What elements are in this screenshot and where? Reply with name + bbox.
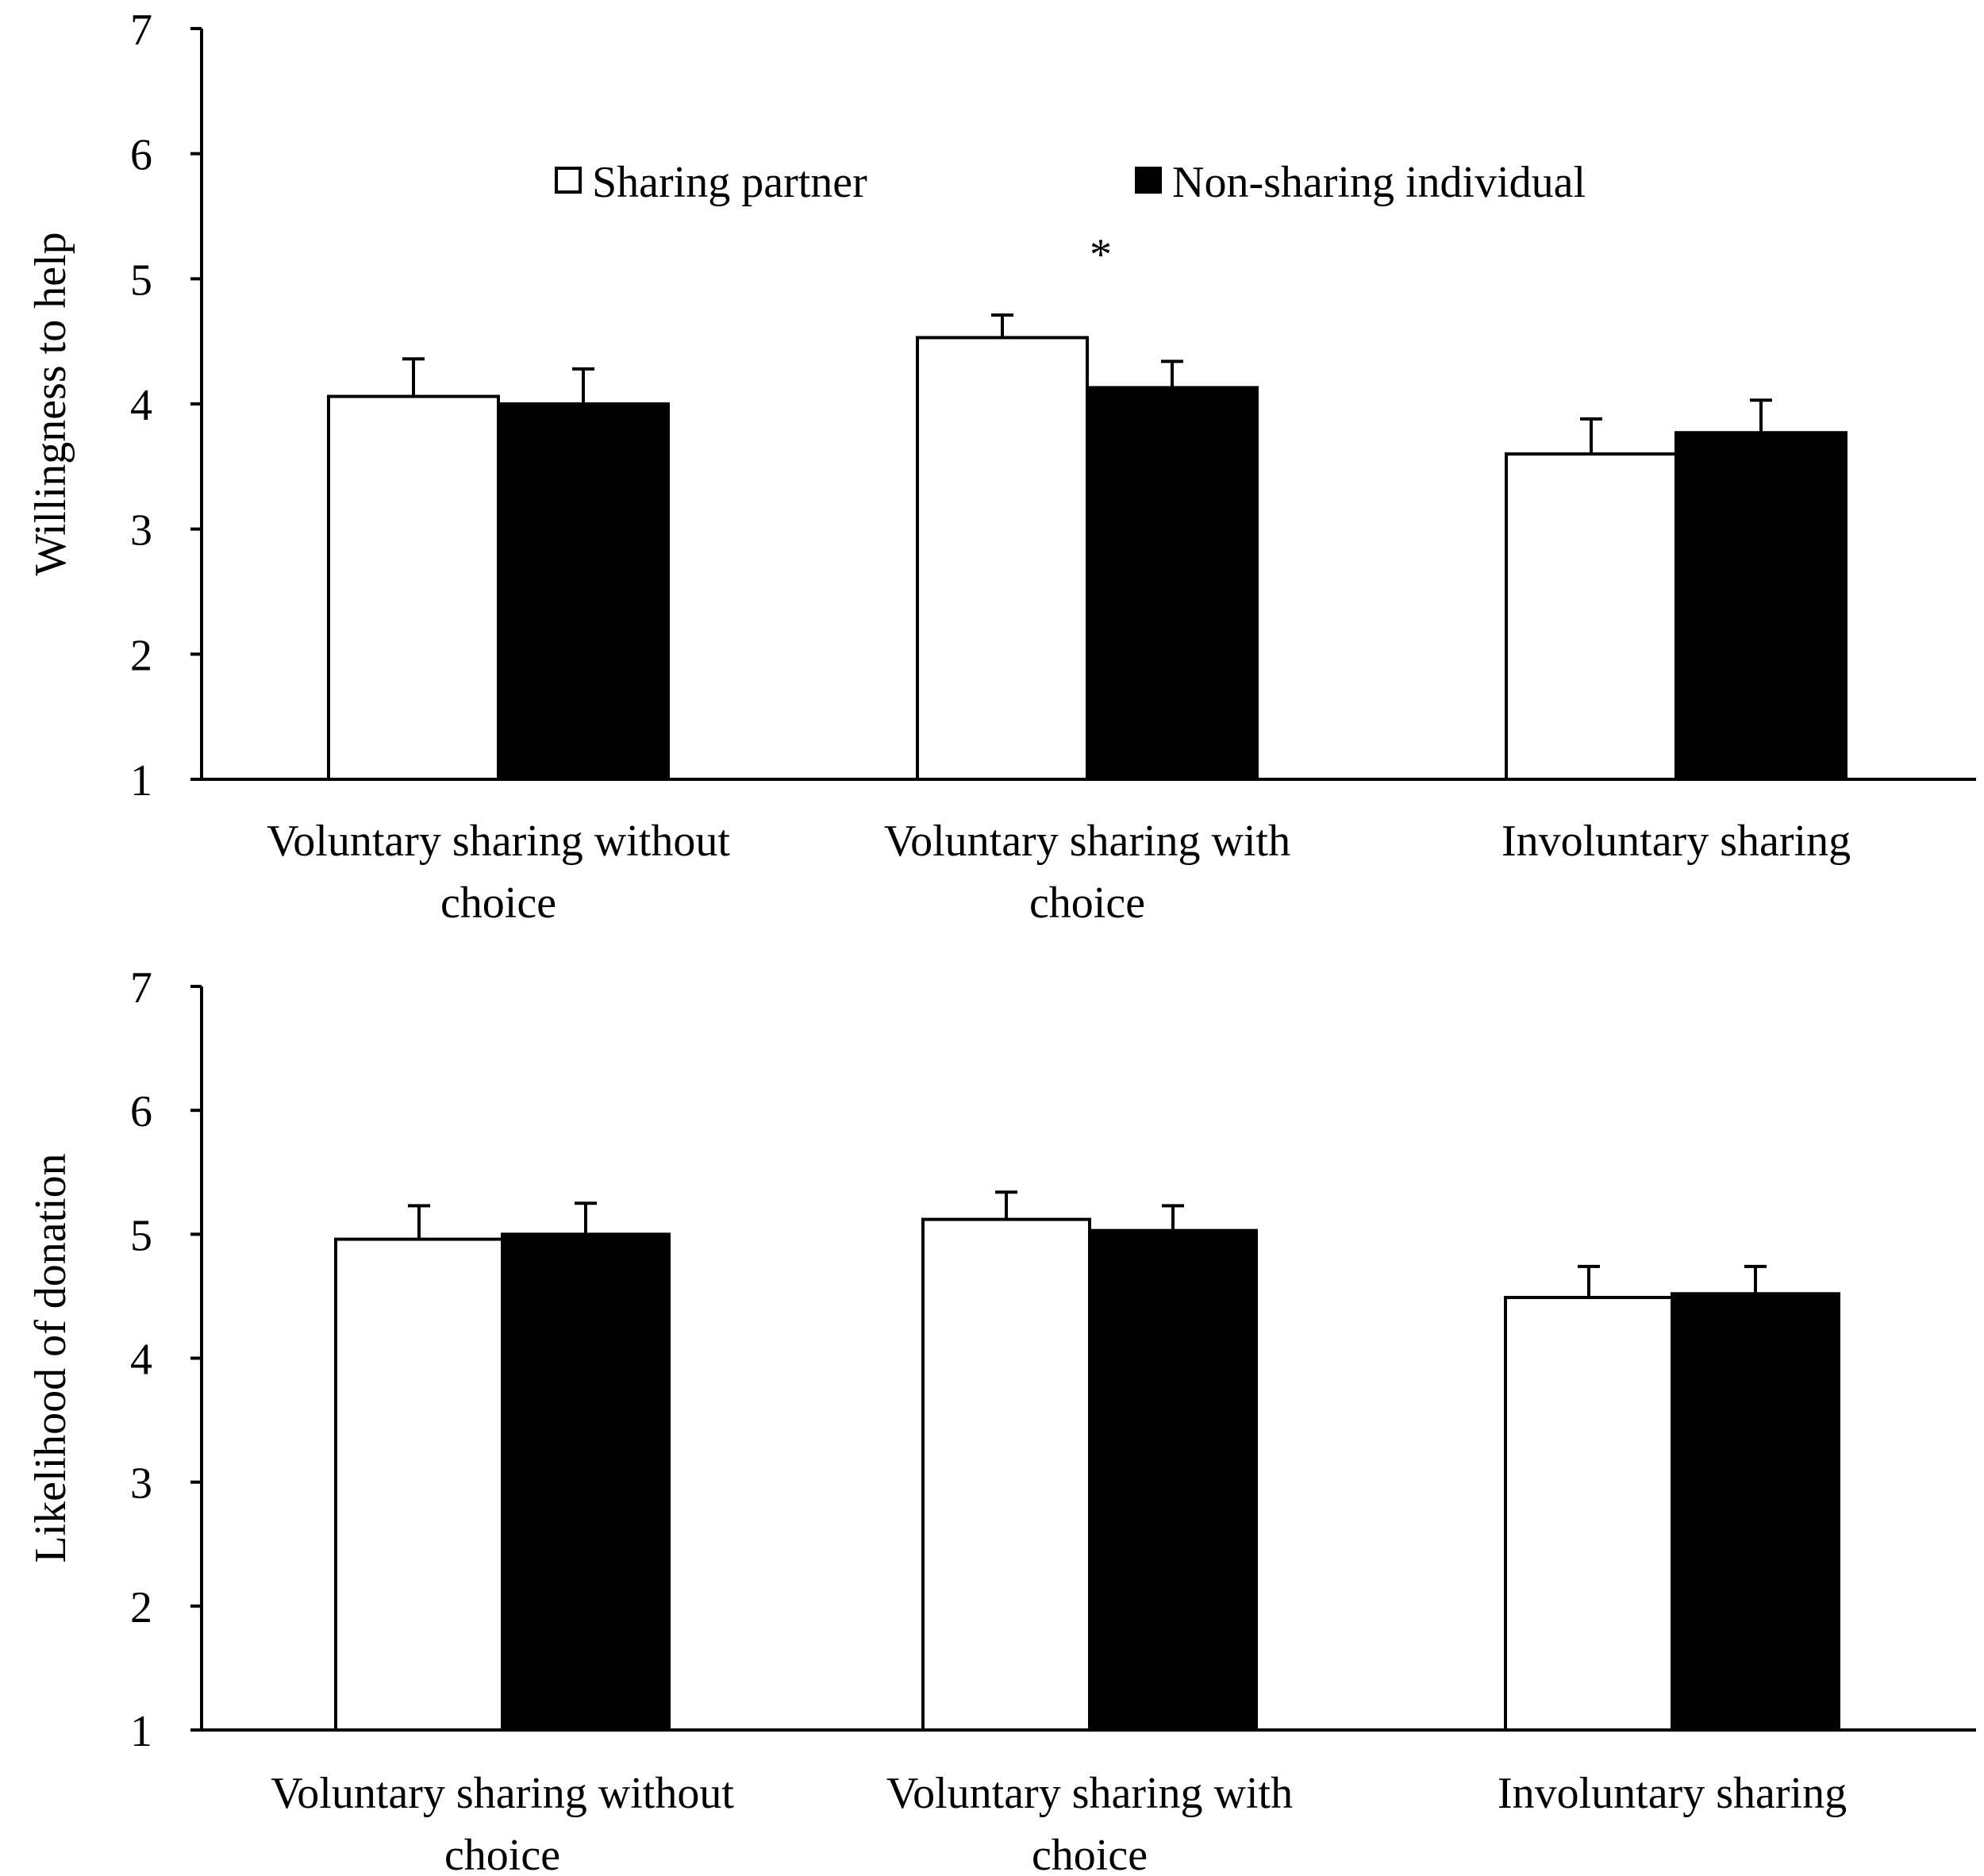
legend-swatch-sharing-partner xyxy=(555,167,582,194)
bar-sharing-partner xyxy=(327,394,500,781)
legend-label-non-sharing-individual: Non-sharing individual xyxy=(1172,158,1586,207)
category-label: Involuntary sharing xyxy=(1501,817,1851,866)
y-tick-label: 3 xyxy=(130,1459,152,1509)
y-tick-label: 1 xyxy=(130,756,152,805)
bar-sharing-partner xyxy=(916,336,1089,782)
legend-label-sharing-partner: Sharing partner xyxy=(592,158,867,207)
bar-non-sharing-individual xyxy=(497,402,670,781)
category-labels-group: Voluntary sharing without choice Voluntary… xyxy=(267,817,1851,928)
y-tick-label: 2 xyxy=(130,1583,152,1632)
y-tick-label: 2 xyxy=(130,631,152,680)
bar-non-sharing-individual xyxy=(501,1232,671,1732)
legend: Sharing partner Non-sharing individual xyxy=(555,158,1586,207)
bar-sharing-partner xyxy=(334,1237,504,1732)
bar-sharing-partner xyxy=(921,1217,1091,1732)
error-bars-group xyxy=(408,1190,1767,1297)
y-tick-label: 1 xyxy=(130,1707,152,1756)
bar-sharing-partner xyxy=(1505,452,1678,781)
y-axis-label: Likelihood of donation xyxy=(26,1153,75,1563)
category-label: choice xyxy=(444,1831,560,1876)
bar-non-sharing-individual xyxy=(1088,1228,1258,1732)
y-ticks-group: 1 2 3 4 5 6 7 xyxy=(130,6,202,805)
y-axis-label: Willingness to help xyxy=(26,232,75,575)
significance-marker: * xyxy=(1090,230,1112,279)
category-label: Voluntary sharing without xyxy=(267,817,730,866)
y-tick-label: 6 xyxy=(130,131,152,180)
bar-sharing-partner xyxy=(1504,1295,1674,1732)
y-ticks-group: 1 2 3 4 5 6 7 xyxy=(130,963,202,1756)
y-tick-label: 5 xyxy=(130,256,152,305)
category-label: Voluntary sharing with xyxy=(886,1769,1293,1818)
annotations-group: * xyxy=(1090,230,1112,279)
category-label: choice xyxy=(1029,878,1145,928)
y-tick-label: 4 xyxy=(130,1336,152,1385)
bar-non-sharing-individual xyxy=(1674,431,1848,781)
y-tick-label: 3 xyxy=(130,506,152,555)
y-tick-label: 4 xyxy=(130,381,152,430)
category-label: Involuntary sharing xyxy=(1498,1769,1847,1818)
y-tick-label: 7 xyxy=(130,6,152,55)
bars-group xyxy=(327,336,1848,782)
legend-swatch-non-sharing-individual xyxy=(1135,167,1162,194)
bar-non-sharing-individual xyxy=(1086,386,1259,781)
error-bars-group xyxy=(402,313,1772,455)
y-tick-label: 6 xyxy=(130,1087,152,1136)
category-labels-group: Voluntary sharing without choice Voluntary… xyxy=(271,1769,1847,1876)
bars-group xyxy=(334,1217,1840,1732)
category-label: choice xyxy=(1032,1831,1148,1876)
category-label: Voluntary sharing without xyxy=(271,1769,734,1818)
category-label: Voluntary sharing with xyxy=(884,817,1290,866)
y-tick-label: 5 xyxy=(130,1211,152,1260)
bar-non-sharing-individual xyxy=(1671,1292,1840,1732)
y-tick-label: 7 xyxy=(130,963,152,1013)
category-label: choice xyxy=(440,878,556,928)
